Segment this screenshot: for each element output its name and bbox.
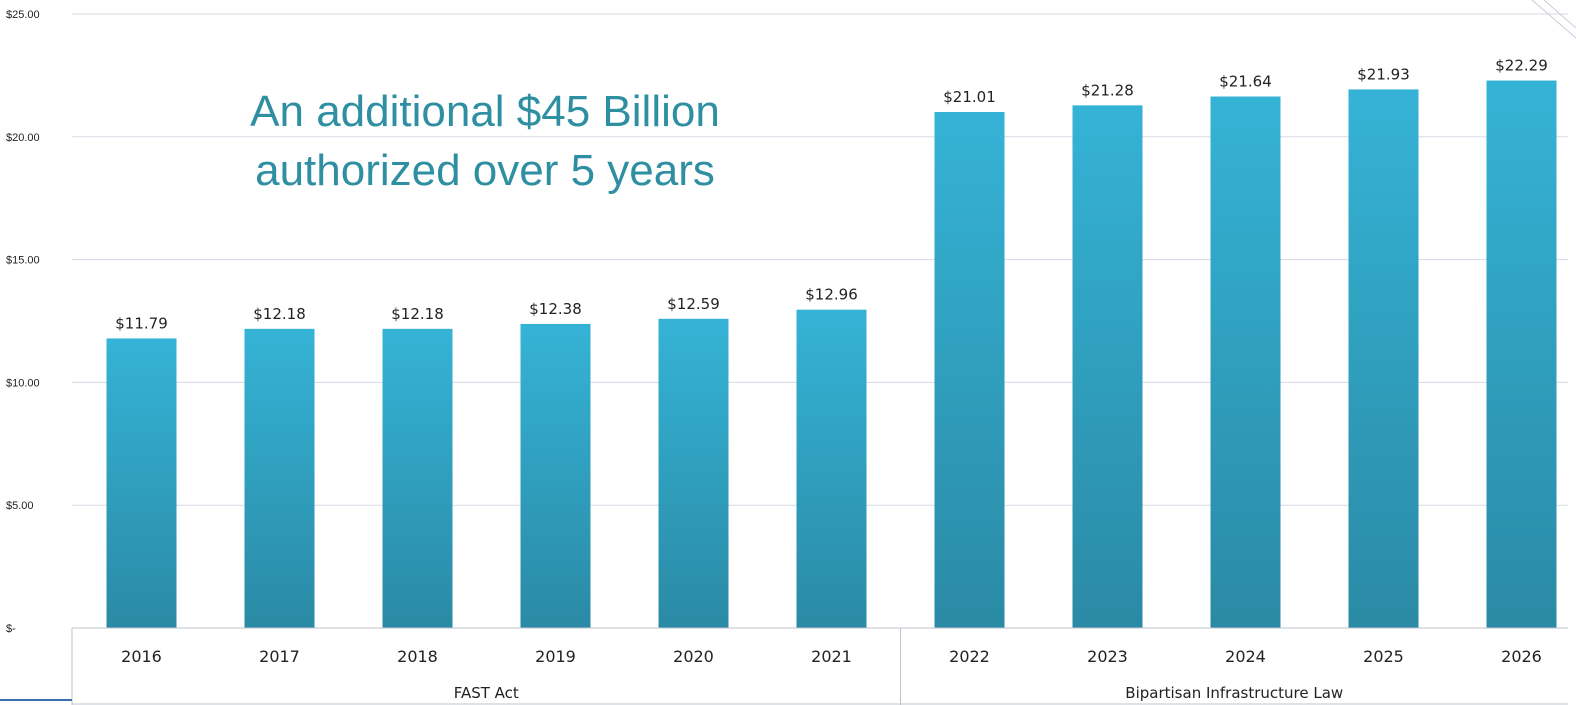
group-label: FAST Act bbox=[454, 684, 519, 702]
y-axis: $- $5.00 $10.00 $15.00 $20.00 $25.00 bbox=[6, 9, 40, 635]
x-tick-label: 2016 bbox=[121, 647, 162, 666]
x-tick-label: 2026 bbox=[1501, 647, 1542, 666]
x-axis: 2016 2017 2018 2019 2020 2021 2022 2023 2024 2025… bbox=[0, 627, 1568, 705]
bar bbox=[520, 323, 591, 628]
x-tick-label: 2023 bbox=[1087, 647, 1128, 666]
x-tick-label: 2017 bbox=[259, 647, 300, 666]
x-tick-label: 2021 bbox=[811, 647, 852, 666]
data-label: $12.59 bbox=[667, 295, 720, 313]
bar bbox=[1210, 96, 1281, 628]
bar bbox=[934, 111, 1005, 629]
data-label: $12.18 bbox=[253, 305, 306, 323]
bar bbox=[382, 328, 453, 628]
y-tick-label: $10.00 bbox=[6, 377, 40, 389]
data-label: $21.64 bbox=[1219, 73, 1272, 91]
bar bbox=[1486, 80, 1557, 628]
data-label: $12.96 bbox=[805, 286, 858, 304]
data-label: $22.29 bbox=[1495, 57, 1548, 75]
data-label: $21.93 bbox=[1357, 65, 1410, 83]
data-labels: $11.79 $12.18 $12.18 $12.38 $12.59 $12.96 $21.… bbox=[115, 57, 1548, 333]
x-tick-label: 2022 bbox=[949, 647, 990, 666]
corner-decoration bbox=[1531, 0, 1576, 39]
data-label: $12.38 bbox=[529, 300, 582, 318]
x-tick-label: 2018 bbox=[397, 647, 438, 666]
x-tick-label: 2025 bbox=[1363, 647, 1404, 666]
data-label: $11.79 bbox=[115, 314, 168, 332]
y-tick-label: $25.00 bbox=[6, 9, 40, 21]
bar bbox=[796, 309, 867, 628]
data-label: $21.01 bbox=[943, 88, 996, 106]
gridlines bbox=[72, 13, 1568, 506]
data-label: $12.18 bbox=[391, 305, 444, 323]
data-label: $21.28 bbox=[1081, 81, 1134, 99]
bar bbox=[244, 328, 315, 628]
bar bbox=[1348, 89, 1419, 629]
annotation-line-2: authorized over 5 years bbox=[255, 146, 715, 195]
annotation-line-1: An additional $45 Billion bbox=[250, 87, 720, 136]
y-tick-label: $- bbox=[6, 623, 16, 635]
group-label: Bipartisan Infrastructure Law bbox=[1125, 684, 1343, 702]
bar bbox=[658, 318, 729, 628]
x-tick-label: 2019 bbox=[535, 647, 576, 666]
y-tick-label: $5.00 bbox=[6, 500, 34, 512]
y-tick-label: $20.00 bbox=[6, 132, 40, 144]
x-tick-label: 2024 bbox=[1225, 647, 1266, 666]
bars bbox=[106, 80, 1557, 629]
y-tick-label: $15.00 bbox=[6, 255, 40, 267]
bar bbox=[106, 338, 177, 628]
bar bbox=[1072, 105, 1143, 628]
annotation: An additional $45 Billion authorized ove… bbox=[250, 87, 720, 195]
x-tick-label: 2020 bbox=[673, 647, 714, 666]
